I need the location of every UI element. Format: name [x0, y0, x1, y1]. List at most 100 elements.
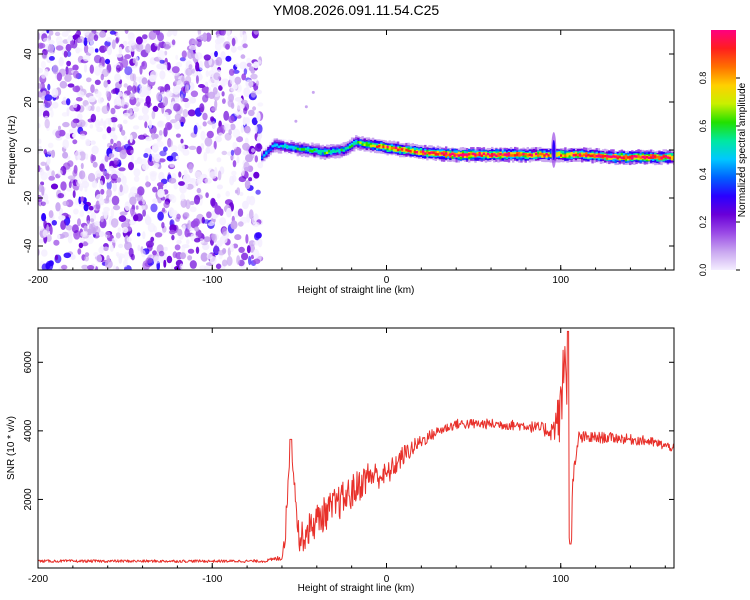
ridge-cell [332, 149, 335, 152]
snr-ytick-label: 6000 [23, 351, 34, 374]
noise-blob [91, 227, 97, 235]
ridge-cell [386, 145, 389, 149]
noise-blob [61, 31, 69, 37]
noise-blob [148, 30, 157, 40]
noise-blob [214, 42, 222, 51]
noise-blob [221, 259, 228, 267]
noise-blob [246, 62, 252, 67]
noise-blob [250, 73, 258, 80]
noise-blob [235, 62, 240, 68]
noise-blob [79, 209, 85, 218]
noise-blob [135, 42, 144, 52]
noise-blob [176, 213, 181, 220]
ridge-cell [482, 152, 486, 156]
noise-blob [243, 161, 250, 172]
noise-blob [123, 83, 128, 88]
noise-blob [48, 39, 55, 45]
ridge-cell [415, 151, 419, 154]
noise-blob [206, 130, 214, 139]
noise-blob [100, 188, 105, 195]
noise-blob [86, 220, 90, 225]
noise-blob [141, 77, 148, 85]
noise-blob [101, 105, 110, 114]
noise-blob [86, 37, 91, 43]
noise-blob [51, 220, 57, 226]
noise-blob [122, 226, 129, 234]
ridge-cell [656, 155, 659, 159]
noise-blob [60, 181, 67, 191]
noise-blob [255, 80, 260, 87]
noise-blob [127, 32, 136, 42]
ridge-cell [309, 149, 312, 152]
noise-blob [147, 222, 156, 233]
noise-blob [170, 195, 177, 204]
ridge-cell [265, 151, 268, 155]
snr-frame [37, 327, 675, 569]
noise-blob [230, 220, 238, 230]
noise-blob [116, 140, 122, 148]
noise-blob [42, 110, 50, 119]
noise-blob [85, 104, 91, 111]
ridge-cell [422, 150, 425, 156]
ridge-cell [304, 147, 308, 151]
noise-blob [93, 34, 99, 42]
ridge-cell [271, 145, 274, 150]
noise-blob [175, 155, 180, 160]
noise-blob [110, 207, 115, 218]
noise-blob [112, 204, 121, 211]
ridge-cell [660, 156, 663, 160]
spectrogram-ytick-label: 20 [23, 96, 34, 108]
ridge-cell [629, 155, 632, 159]
ridge-cell [585, 152, 588, 157]
noise-blob [99, 65, 104, 73]
noise-blob [241, 252, 249, 261]
noise-blob [58, 125, 61, 131]
ridge-cell [413, 150, 417, 154]
noise-blob [173, 182, 178, 190]
noise-blob [228, 93, 235, 103]
noise-blob [113, 157, 120, 165]
noise-blob [116, 32, 120, 38]
noise-blob [95, 194, 104, 202]
noise-blob [156, 120, 165, 128]
noise-blob [157, 86, 165, 91]
ridge-cell [547, 154, 550, 157]
noise-blob [238, 246, 245, 253]
spectrogram-x-label: Height of straight line (km) [298, 285, 415, 296]
noise-blob [242, 43, 248, 49]
noise-blob [198, 125, 202, 130]
noise-blob [220, 37, 225, 42]
noise-blob [89, 124, 94, 129]
ridge-cell [493, 153, 496, 156]
colorbar-tick-label: 0.8 [698, 72, 708, 85]
ridge-cell [315, 148, 318, 152]
noise-blob [85, 138, 91, 147]
noise-blob [148, 153, 153, 162]
ridge-cell [516, 153, 519, 156]
ridge-cell [474, 153, 477, 157]
spectrogram-noise-region [38, 30, 315, 270]
noise-blob [40, 82, 45, 91]
ridge-cell [560, 154, 563, 157]
noise-blob [80, 162, 84, 170]
noise-blob [165, 122, 173, 131]
ridge-cell [535, 152, 538, 156]
noise-blob [90, 140, 96, 145]
noise-blob [155, 30, 161, 36]
noise-blob [75, 47, 81, 54]
ridge-cell [654, 155, 657, 158]
noise-blob [141, 250, 146, 258]
noise-blob [78, 242, 84, 249]
ridge-cell [338, 149, 341, 154]
ridge-cell [599, 155, 603, 158]
noise-blob [59, 80, 68, 89]
noise-blob [72, 139, 78, 145]
noise-blob [54, 254, 59, 261]
noise-blob [211, 214, 218, 219]
ridge-cell [662, 155, 665, 158]
ridge-cell [459, 153, 463, 157]
noise-blob [41, 213, 47, 222]
noise-blob [220, 51, 226, 60]
noise-blob [234, 111, 240, 117]
